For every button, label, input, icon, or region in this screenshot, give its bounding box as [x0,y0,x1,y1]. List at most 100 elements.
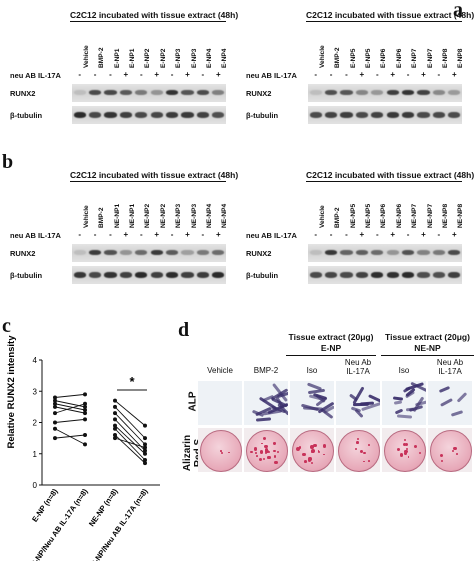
lane-label: E-NP8 [441,48,449,68]
band [88,250,102,255]
mineral-nodule [298,446,302,449]
band [417,90,430,95]
treatment-sign: - [78,230,82,239]
treatment-sign: - [329,230,333,239]
tubulin-blot-strip [308,266,462,284]
lane-label: NE-NP3 [175,203,183,228]
band [135,250,148,255]
data-point [53,401,57,406]
runx2-row-label: RUNX2 [246,249,272,258]
column-label: Iso [398,366,410,375]
band [119,90,133,95]
treatment-sign: - [109,230,112,239]
lane-label: E-NP6 [395,48,403,68]
band [401,90,415,95]
band [104,90,117,95]
data-point [53,411,57,416]
treatment-sign: - [78,70,82,79]
treatment-sign: + [123,230,129,239]
mineral-nodule [264,451,268,455]
band [401,250,415,255]
band [401,272,415,278]
mineral-nodule [220,450,222,452]
band [73,112,86,118]
pair-line [114,428,146,461]
stain-fiber [359,401,374,406]
mineral-nodule [273,442,276,445]
pair-line [54,393,86,398]
mineral-nodule [261,442,263,445]
mineral-nodule [322,444,327,449]
lane-label: Vehicle [318,45,326,68]
treatment-sign: + [154,70,160,79]
mineral-nodule [263,436,267,440]
treatment-sign: - [437,70,441,79]
data-point [83,433,87,437]
treatment-label: neu AB IL-17A [10,71,61,80]
lane-label: E-NP7 [426,48,434,68]
lane-label: E-NP1 [128,48,136,68]
treatment-sign: + [451,230,457,239]
band [181,90,194,95]
x-category-label: E-NP (n=8) [30,487,60,524]
mineral-nodule [451,449,455,453]
mineral-nodule [403,452,407,456]
band [371,112,384,118]
band [135,90,148,95]
treatment-sign: - [406,230,410,239]
band [432,272,446,278]
mineral-nodule [313,443,317,448]
band [386,90,399,95]
alp-stain-image [382,381,426,425]
tubulin-blot-strip [308,106,462,124]
lane-label: BMP-2 [98,47,106,68]
data-point [113,423,117,428]
treatment-label: neu AB IL-17A [246,231,297,240]
lane-label: NE-NP5 [349,203,357,228]
column-label: Iso [306,366,318,375]
treatment-sign: + [215,230,221,239]
stain-fiber [394,408,404,415]
pair-line [54,434,86,439]
data-point [53,404,57,409]
band [386,250,399,255]
culture-dish [430,430,472,472]
band [88,90,102,95]
band [212,272,225,278]
band [371,272,384,278]
data-point [143,442,147,447]
tubulin-row-label: β-tubulin [246,271,279,280]
data-point [53,436,57,441]
pair-line [114,425,146,455]
band [119,272,133,278]
treatment-label: neu AB IL-17A [10,231,61,240]
mineral-nodule [268,451,271,454]
stain-fiber [350,406,361,413]
data-point [83,417,87,422]
pair-line [54,418,86,423]
treatment-sign: - [314,70,318,79]
lane-label: E-NP3 [175,48,183,68]
band [104,250,117,255]
y-tick-label: 4 [33,356,38,365]
alp-stain-image [290,381,334,425]
lane-label: E-NP5 [349,48,357,68]
band [340,90,353,95]
mineral-nodule [363,460,365,463]
data-point [53,395,57,400]
treatment-sign: - [314,230,318,239]
x-category-label: NE-NP (n=8) [87,487,120,529]
panel-d-letter: d [178,319,190,341]
treatment-sign: + [451,70,457,79]
pair-line [114,419,146,451]
x-category-label: E-NP/Neu AB IL-17A (n=8) [29,487,90,561]
mineral-nodule [402,443,407,447]
band [150,250,163,255]
band [150,90,163,95]
mineral-nodule [456,453,458,456]
lane-label: E-NP5 [364,48,372,68]
treatment-sign: - [375,70,379,79]
mineral-nodule [220,451,223,454]
mineral-nodule [310,445,314,449]
data-point [113,411,117,416]
